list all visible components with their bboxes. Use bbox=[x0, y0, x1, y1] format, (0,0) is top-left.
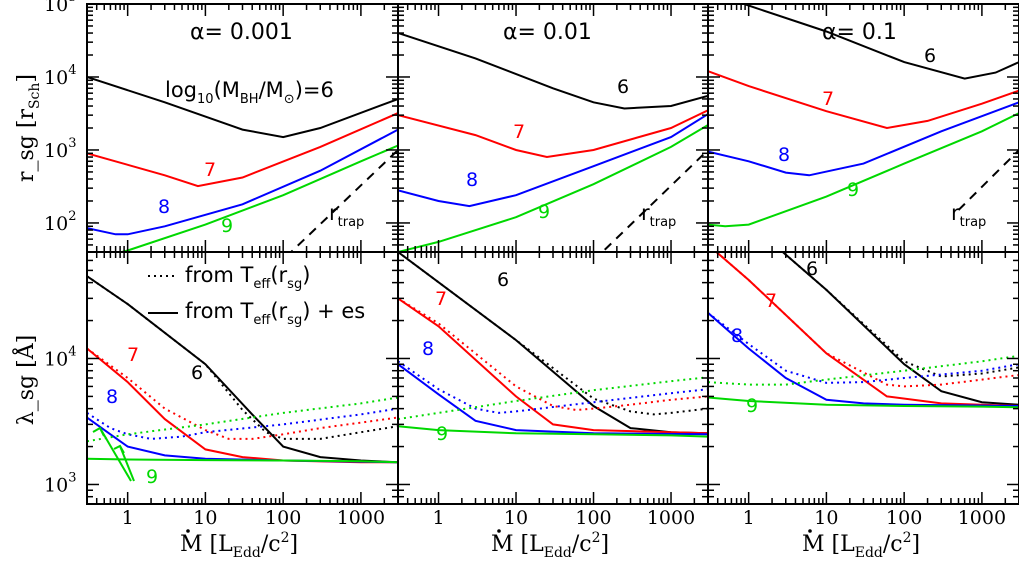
x-tick-label: 1 bbox=[122, 507, 134, 529]
rsg-line-mbh-7 bbox=[87, 113, 398, 186]
lambda-line-mbh-8-solid bbox=[87, 418, 398, 463]
top-curve-label-9: 9 bbox=[847, 179, 859, 201]
bottom-curve-label-8: 8 bbox=[731, 325, 743, 347]
top-curve-label-6: 6 bbox=[617, 76, 629, 98]
rsg-line-mbh-8 bbox=[708, 102, 1019, 175]
mdot-dot-2 bbox=[808, 529, 812, 533]
x-tick-label: 100 bbox=[886, 507, 922, 529]
y-axis-label-top: r_sg [rSch] bbox=[14, 74, 43, 182]
rtrap-line bbox=[570, 150, 708, 283]
top-curve-label-8: 8 bbox=[778, 144, 790, 166]
lambda-line-mbh-8-dotted bbox=[708, 313, 1019, 383]
y-tick-label: 104 bbox=[44, 63, 76, 89]
bottom-curve-label-6: 6 bbox=[191, 362, 203, 384]
lambda-line-mbh-8-dotted bbox=[398, 361, 708, 413]
rsg-line-mbh-9 bbox=[398, 125, 708, 252]
rtrap-label-panel-1: rtrap bbox=[641, 201, 676, 230]
bottom-curve-label-6: 6 bbox=[497, 269, 509, 291]
x-tick-label: 100 bbox=[265, 507, 301, 529]
mdot-dot-1 bbox=[497, 529, 501, 533]
top-curve-label-8: 8 bbox=[466, 169, 478, 191]
x-tick-label: 1 bbox=[432, 507, 444, 529]
bottom-curve-label-8: 8 bbox=[106, 386, 118, 408]
top-legend-mass: log10(MBH/M⊙)=6 bbox=[165, 78, 334, 107]
x-tick-label: 1 bbox=[743, 507, 755, 529]
rsg-line-mbh-6 bbox=[87, 77, 398, 137]
rtrap-label-panel-2: rtrap bbox=[951, 201, 986, 230]
alpha-label-panel-2: α= 0.1 bbox=[822, 20, 897, 45]
x-tick-label: 10 bbox=[504, 507, 528, 529]
lambda-line-mbh-8-solid bbox=[708, 313, 1019, 406]
x-tick-label: 10 bbox=[193, 507, 217, 529]
x-tick-label: 1000 bbox=[647, 507, 695, 529]
top-curve-label-6: 6 bbox=[924, 45, 936, 67]
x-axis-label-panel-1: M [LEdd/c2] bbox=[491, 530, 609, 560]
bottom-curve-label-7: 7 bbox=[435, 288, 447, 310]
rtrap-label-panel-0: rtrap bbox=[329, 201, 364, 230]
panel-frame bbox=[708, 252, 1019, 504]
bottom-curve-label-8: 8 bbox=[422, 338, 434, 360]
rsg-line-mbh-7 bbox=[398, 110, 708, 157]
x-axis-label-panel-0: M [LEdd/c2] bbox=[180, 530, 298, 560]
bottom-curve-label-9: 9 bbox=[436, 423, 448, 445]
bottom-curve-label-7: 7 bbox=[765, 290, 777, 312]
y-tick-label: 103 bbox=[44, 470, 76, 496]
alpha-label-panel-1: α= 0.01 bbox=[503, 20, 592, 45]
lambda-line-mbh-7-dotted bbox=[708, 245, 1019, 387]
y-tick-label: 105 bbox=[44, 0, 76, 16]
top-curve-label-7: 7 bbox=[204, 159, 216, 181]
rtrap-line bbox=[959, 150, 1019, 210]
bottom-curve-label-9: 9 bbox=[746, 395, 758, 417]
top-curve-label-7: 7 bbox=[822, 88, 834, 110]
bottom-curve-label-7: 7 bbox=[127, 344, 139, 366]
x-tick-label: 10 bbox=[814, 507, 838, 529]
top-curve-label-9: 9 bbox=[221, 215, 233, 237]
rsg-line-mbh-9 bbox=[708, 113, 1019, 226]
x-axis-label-panel-2: M [LEdd/c2] bbox=[802, 530, 920, 560]
bottom-curve-label-6: 6 bbox=[806, 258, 818, 280]
mdot-dot-0 bbox=[186, 529, 190, 533]
y-tick-label: 104 bbox=[44, 344, 76, 370]
legend-solid-label: from Teff(rsg) + es bbox=[185, 299, 365, 328]
top-curve-label-8: 8 bbox=[158, 196, 170, 218]
legend-dotted-label: from Teff(rsg) bbox=[185, 263, 310, 292]
y-axis-label-bottom: λ_sg [Å] bbox=[11, 335, 39, 425]
x-tick-label: 1000 bbox=[958, 507, 1006, 529]
lambda-line-mbh-6-dotted bbox=[749, 223, 1019, 377]
top-curve-label-7: 7 bbox=[513, 121, 525, 143]
panel-1-top-curves bbox=[398, 33, 708, 283]
lambda-line-mbh-7-solid bbox=[398, 298, 708, 433]
x-tick-label: 1000 bbox=[337, 507, 385, 529]
lambda-line-mbh-6-dotted bbox=[398, 252, 708, 414]
panel-1-bottom-curves bbox=[398, 252, 708, 437]
panel-frame bbox=[87, 252, 398, 504]
alpha-label-panel-0: α= 0.001 bbox=[190, 20, 293, 45]
y-tick-label: 103 bbox=[44, 136, 76, 162]
top-curve-label-9: 9 bbox=[538, 201, 550, 223]
y-tick-label: 102 bbox=[44, 209, 76, 235]
x-tick-label: 100 bbox=[575, 507, 611, 529]
bottom-curve-label-9: 9 bbox=[146, 466, 158, 488]
lambda-line-mbh-7-dotted bbox=[398, 298, 708, 410]
